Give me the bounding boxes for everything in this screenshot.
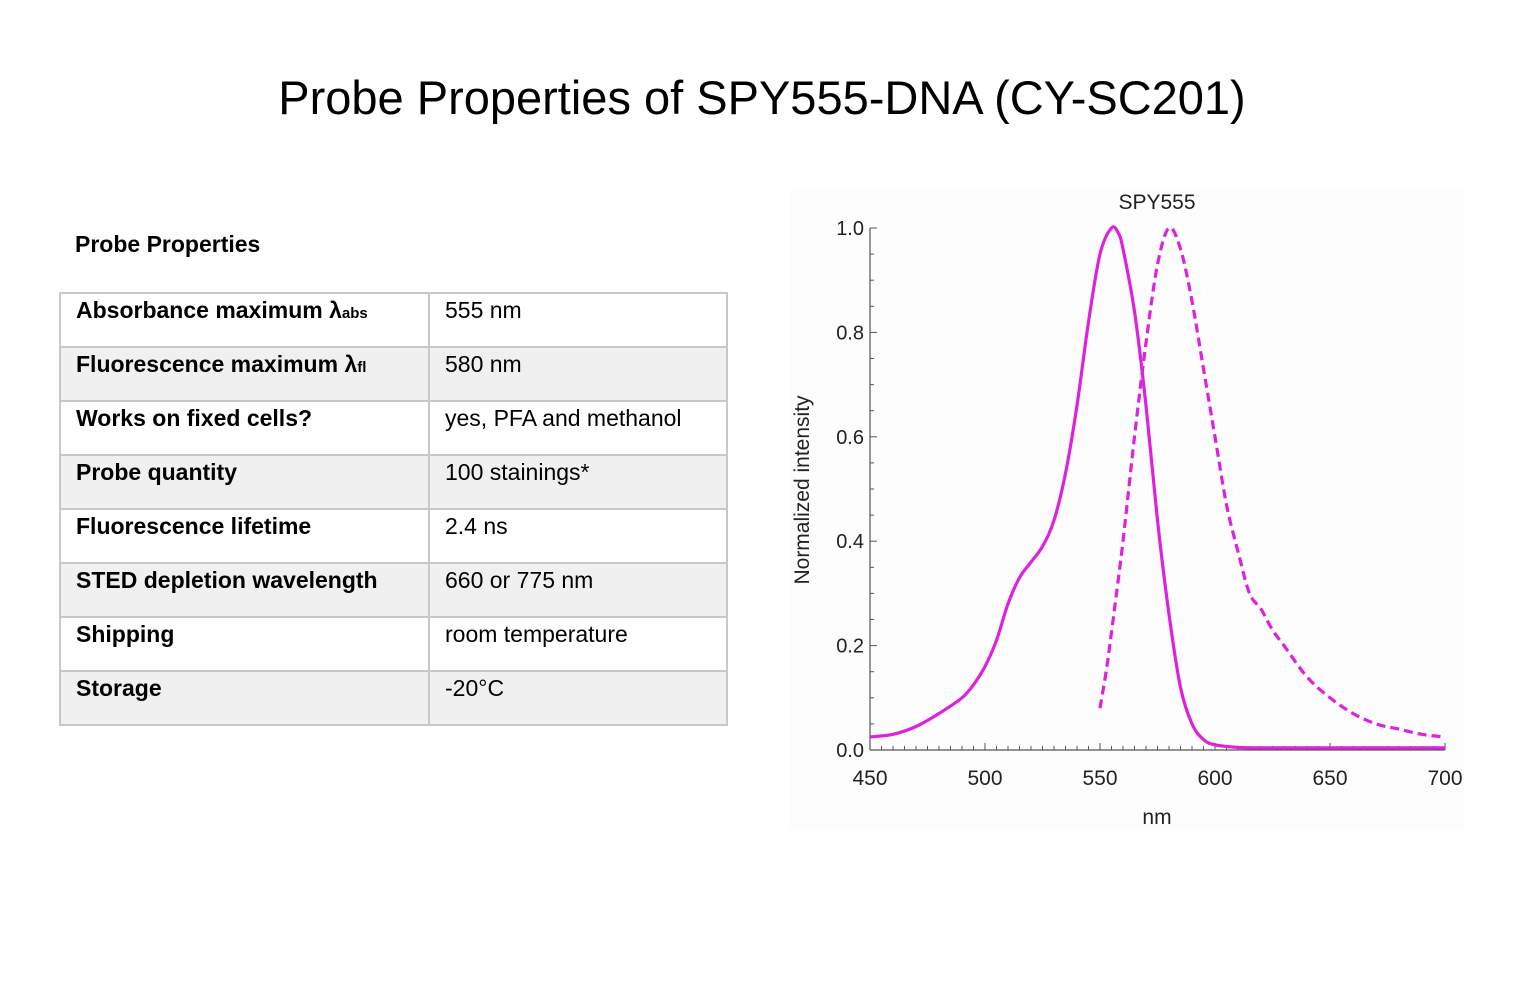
y-tick-label: 0.0 [836, 740, 864, 762]
absorbance-curve [869, 225, 1445, 750]
y-tick-label: 0.2 [836, 636, 864, 658]
table-row: Fluorescence lifetime 2.4 ns [59, 508, 728, 564]
property-value: 100 stainings* [428, 454, 728, 510]
y-tick-label: 0.8 [836, 322, 864, 344]
property-value: room temperature [428, 616, 728, 672]
property-label-subscript: abs [341, 305, 368, 322]
property-value: yes, PFA and methanol [428, 400, 728, 456]
x-tick-label: 600 [1197, 767, 1232, 790]
x-tick-label: 700 [1427, 767, 1462, 790]
property-label: STED depletion wavelength [59, 562, 430, 618]
property-value: 580 nm [428, 346, 728, 402]
x-tick-label: 550 [1082, 767, 1117, 790]
y-tick-label: 0.4 [836, 531, 864, 553]
property-label-text: Works on fixed cells? [76, 405, 313, 431]
x-axis-label: nm [1142, 806, 1171, 829]
property-label: Fluorescence lifetime [59, 508, 430, 564]
property-label-text: Fluorescence maximum λ [76, 351, 358, 377]
property-label-text: Storage [76, 675, 162, 701]
section-heading: Probe Properties [75, 231, 261, 257]
property-label-text: Probe quantity [76, 459, 238, 485]
property-value: 2.4 ns [428, 508, 728, 564]
x-tick-label: 450 [852, 767, 887, 790]
property-label-text: Absorbance maximum λ [76, 297, 342, 323]
properties-table: Absorbance maximum λabs 555 nm Fluorescenc… [59, 292, 728, 726]
table-row: Probe quantity 100 stainings* [59, 454, 728, 510]
property-value: 555 nm [428, 292, 728, 348]
x-tick-label: 650 [1312, 767, 1347, 790]
table-row: Absorbance maximum λabs 555 nm [59, 292, 728, 348]
property-label: Storage [59, 670, 430, 726]
chart-title: SPY555 [1118, 191, 1195, 214]
y-tick-label: 0.6 [836, 427, 864, 449]
y-axis-label: Normalized intensity [791, 395, 814, 585]
property-label-text: Shipping [76, 621, 175, 647]
property-label: Absorbance maximum λabs [59, 292, 430, 348]
property-label-text: STED depletion wavelength [76, 567, 378, 593]
property-label-text: Fluorescence lifetime [76, 513, 312, 539]
y-tick-label: 1.0 [836, 218, 864, 240]
page-title: Probe Properties of SPY555-DNA (CY-SC201… [278, 71, 1246, 124]
table-row: Shipping room temperature [59, 616, 728, 672]
property-label: Fluorescence maximum λfl [59, 346, 430, 402]
table-row: STED depletion wavelength 660 or 775 nm [59, 562, 728, 618]
table-row: Works on fixed cells? yes, PFA and methan… [59, 400, 728, 456]
property-value: -20°C [428, 670, 728, 726]
property-label: Probe quantity [59, 454, 430, 510]
x-tick-label: 500 [967, 767, 1002, 790]
property-label: Works on fixed cells? [59, 400, 430, 456]
property-value: 660 or 775 nm [428, 562, 728, 618]
property-label: Shipping [59, 616, 430, 672]
property-label-subscript: fl [357, 359, 367, 376]
fluorescence-curve [1098, 226, 1446, 739]
table-row: Fluorescence maximum λfl 580 nm [59, 346, 728, 402]
table-row: Storage -20°C [59, 670, 728, 726]
